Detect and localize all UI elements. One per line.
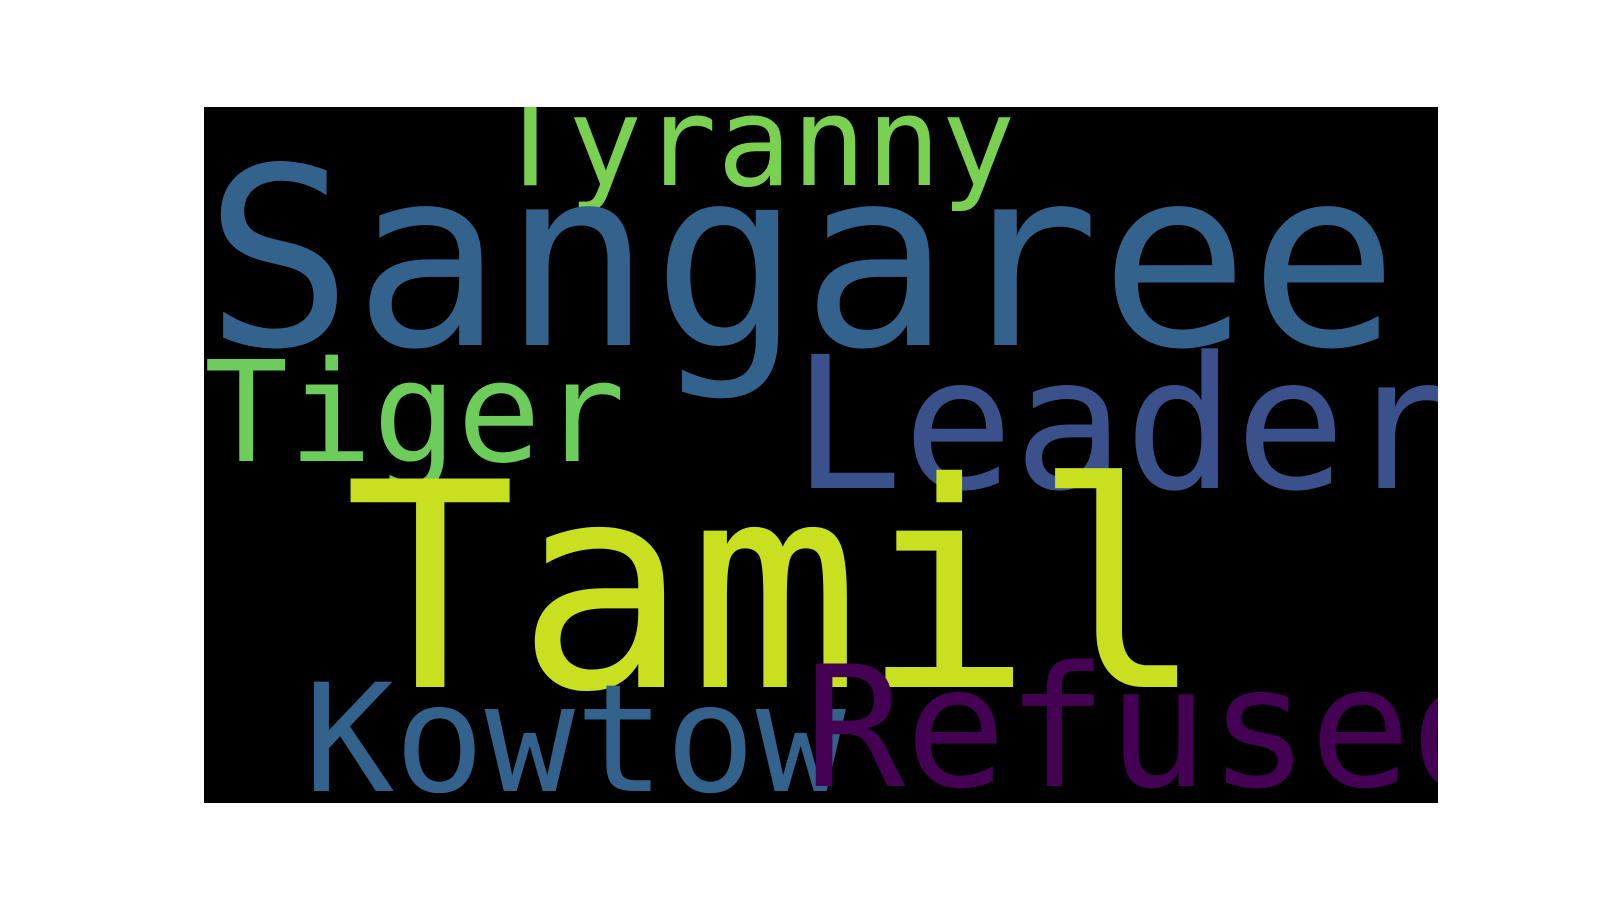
word-tiger: Tiger	[204, 332, 626, 495]
word-leader: Leader	[792, 318, 1438, 532]
word-tamil: Tamil	[344, 423, 1205, 755]
word-sangaree: Sangaree	[204, 116, 1399, 404]
word-cloud-canvas: Tyranny Sangaree Leader Tiger Tamil Kowt…	[204, 107, 1438, 803]
word-refused: Refused	[804, 630, 1438, 803]
word-kowtow: Kowtow	[304, 653, 846, 803]
word-tyranny: Tyranny	[493, 107, 1016, 215]
